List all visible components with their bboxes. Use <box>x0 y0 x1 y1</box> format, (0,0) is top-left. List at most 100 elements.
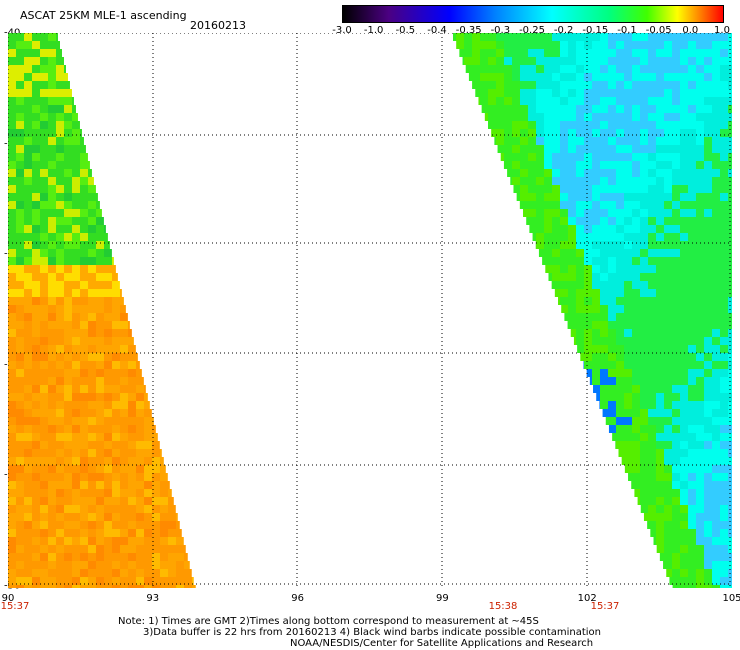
west-swath-cell <box>40 521 48 529</box>
east-swath-cell <box>592 137 600 145</box>
west-swath-cell <box>144 393 148 401</box>
west-swath-cell <box>64 177 72 185</box>
west-swath-cell <box>56 121 64 129</box>
west-swath-cell <box>32 97 40 105</box>
west-swath-cell <box>40 305 48 313</box>
west-swath-cell <box>88 577 96 585</box>
west-swath-cell <box>48 585 56 588</box>
east-swath-cell <box>520 177 528 185</box>
east-swath-cell <box>680 545 688 553</box>
west-swath-cell <box>32 337 40 345</box>
east-swath-cell <box>576 193 584 201</box>
west-swath-cell <box>72 193 80 201</box>
east-swath-cell <box>688 145 696 153</box>
east-swath-cell <box>648 361 656 369</box>
west-swath-cell <box>104 329 112 337</box>
west-swath-cell <box>48 41 56 49</box>
west-swath-cell <box>48 569 56 577</box>
east-swath-cell <box>552 89 560 97</box>
west-swath-cell <box>16 73 24 81</box>
west-swath-cell <box>72 473 80 481</box>
west-swath-cell <box>56 185 64 193</box>
west-swath-cell <box>24 377 32 385</box>
east-swath-cell <box>696 105 704 113</box>
east-swath-cell <box>616 65 624 73</box>
west-swath-cell <box>80 529 88 537</box>
east-swath-cell <box>712 433 720 441</box>
east-swath-cell <box>704 33 712 41</box>
east-swath-cell <box>568 241 576 249</box>
west-swath-cell <box>136 569 144 577</box>
east-swath-cell <box>624 73 632 81</box>
west-swath-cell <box>120 577 128 585</box>
east-swath-cell <box>704 217 712 225</box>
east-swath-cell <box>608 401 616 409</box>
east-swath-cell <box>576 81 584 89</box>
west-swath-cell <box>32 281 40 289</box>
west-swath-cell <box>104 457 112 465</box>
west-swath-cell <box>88 545 96 553</box>
east-swath-cell <box>648 121 656 129</box>
east-swath-cell <box>488 121 497 129</box>
east-swath-cell <box>672 185 680 193</box>
west-swath-cell <box>112 289 120 297</box>
east-swath-cell <box>576 33 584 41</box>
east-swath-cell <box>664 401 672 409</box>
west-swath-cell <box>64 329 72 337</box>
east-swath-cell <box>608 249 616 257</box>
east-swath-cell <box>632 441 640 449</box>
west-swath-cell <box>40 265 48 273</box>
west-swath-cell <box>72 113 78 121</box>
east-swath-cell <box>568 313 576 321</box>
west-swath-cell <box>120 337 128 345</box>
west-swath-cell <box>8 297 16 305</box>
west-swath-cell <box>96 513 104 521</box>
east-swath-cell <box>704 137 712 145</box>
east-swath-cell <box>552 273 560 281</box>
east-swath-cell <box>491 129 500 137</box>
east-swath-cell <box>664 433 672 441</box>
east-swath-cell <box>696 233 704 241</box>
west-swath-cell <box>8 113 16 121</box>
east-swath-cell <box>680 465 688 473</box>
east-swath-cell <box>497 145 506 153</box>
east-swath-cell <box>632 345 640 353</box>
west-swath-cell <box>72 265 80 273</box>
east-swath-cell <box>560 177 568 185</box>
west-swath-cell <box>16 81 24 89</box>
west-swath-cell <box>64 353 72 361</box>
east-swath-cell <box>456 41 465 49</box>
east-swath-cell <box>624 321 632 329</box>
east-swath-cell <box>536 89 544 97</box>
west-swath-cell <box>32 553 40 561</box>
east-swath-cell <box>640 457 648 465</box>
west-swath-cell <box>24 241 32 249</box>
west-swath-cell <box>64 361 72 369</box>
east-swath-cell <box>584 33 592 41</box>
east-swath-cell <box>504 65 512 73</box>
east-swath-cell <box>696 249 704 257</box>
east-swath-cell <box>640 153 648 161</box>
east-swath-cell <box>704 473 712 481</box>
west-swath-cell <box>80 289 88 297</box>
west-swath-cell <box>64 265 72 273</box>
west-swath-cell <box>16 129 24 137</box>
west-swath-cell <box>72 137 80 145</box>
east-swath-cell <box>720 257 728 265</box>
east-swath-cell <box>600 97 608 105</box>
west-swath-cell <box>48 473 56 481</box>
west-swath-cell <box>104 313 112 321</box>
west-swath-cell <box>64 545 72 553</box>
west-swath-cell <box>40 577 48 585</box>
east-swath-cell <box>640 273 648 281</box>
east-swath-cell <box>664 65 672 73</box>
east-swath-cell <box>528 81 536 89</box>
east-swath-cell <box>648 249 656 257</box>
east-swath-cell <box>664 529 672 537</box>
east-swath-cell <box>560 161 568 169</box>
west-swath-cell <box>128 505 136 513</box>
east-swath-cell <box>648 465 656 473</box>
west-swath-cell <box>16 233 24 241</box>
east-swath-cell <box>592 257 600 265</box>
east-swath-cell <box>672 313 680 321</box>
